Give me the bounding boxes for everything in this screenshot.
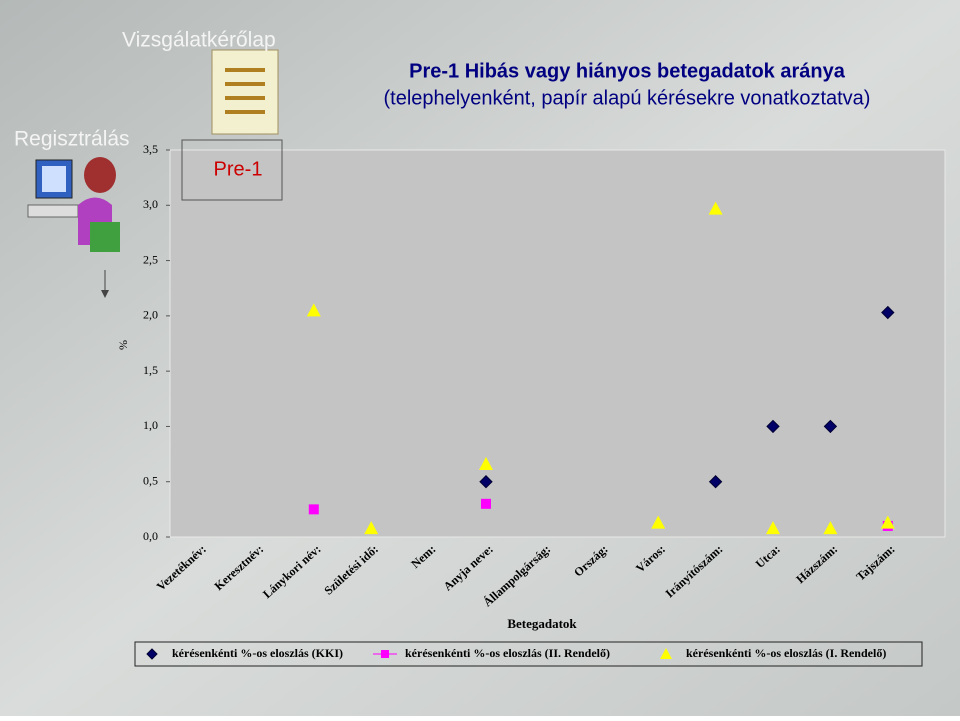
y-tick-label: 3,0: [143, 197, 158, 211]
tag-box: [181, 139, 283, 201]
legend-label: kérésenkénti %-os eloszlás (II. Rendelő): [405, 646, 610, 660]
slide-section: Regisztrálás: [14, 128, 130, 151]
legend: [134, 641, 923, 667]
diamond-marker: [881, 305, 895, 320]
chart-subtitle: (telephelyenként, papír alapú kérésekre …: [384, 87, 871, 109]
square-marker: [308, 504, 319, 515]
triangle-marker: [479, 457, 493, 471]
legend-label: kérésenkénti %-os eloszlás (I. Rendelő): [686, 646, 886, 660]
y-axis-label: %: [116, 340, 130, 350]
legend-label: kérésenkénti %-os eloszlás (KKI): [172, 646, 343, 660]
square-marker: [481, 498, 491, 509]
y-tick-label: 1,5: [143, 363, 158, 377]
triangle-marker: [880, 515, 895, 529]
triangle-marker: [823, 521, 838, 535]
y-tick-label: 0,0: [143, 529, 158, 543]
triangle-marker: [660, 648, 672, 659]
triangle-marker: [708, 201, 723, 215]
chart-title: Pre-1 Hibás vagy hiányos betegadatok ará…: [409, 60, 846, 82]
plot-area: [169, 149, 946, 538]
arrow-head: [101, 290, 109, 298]
square-marker: [381, 650, 389, 658]
diamond-marker: [146, 648, 158, 660]
triangle-marker: [306, 303, 321, 317]
slide-heading: Vizsgálatkérőlap: [122, 29, 276, 52]
diamond-marker: [766, 419, 780, 434]
y-tick-label: 2,5: [143, 252, 158, 266]
tag: Pre-1: [214, 158, 263, 180]
triangle-marker: [364, 521, 379, 535]
diamond-marker: [823, 419, 838, 434]
diamond-marker: [708, 475, 723, 489]
x-axis-label: Betegadatok: [507, 616, 577, 631]
triangle-marker: [651, 515, 666, 529]
y-tick-label: 0,5: [143, 473, 158, 487]
computer-icon: [27, 157, 120, 252]
diamond-marker: [479, 475, 493, 489]
document-icon: [211, 49, 279, 135]
y-tick-label: 3,5: [143, 142, 158, 156]
y-tick-label: 2,0: [143, 308, 158, 322]
y-tick-label: 1,0: [143, 418, 158, 432]
triangle-marker: [766, 521, 780, 535]
